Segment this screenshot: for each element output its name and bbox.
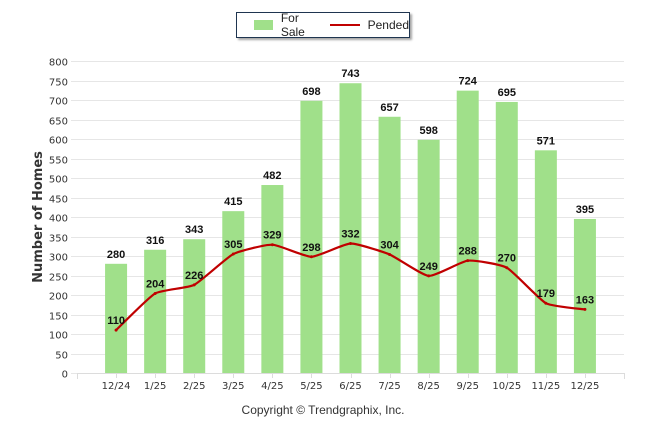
line-point [466,259,470,263]
y-tick-label: 750 [49,78,68,89]
line-point [505,266,509,270]
legend-label-pended: Pended [367,18,409,32]
x-tick-label: 9/25 [456,381,478,392]
y-tick-label: 150 [49,312,68,323]
bar-value-label: 698 [302,86,320,98]
line-point [231,252,235,256]
line-value-label: 226 [185,270,203,282]
bar-value-label: 280 [107,249,125,261]
legend-swatch-for-sale [254,20,273,30]
line-point [309,255,313,259]
y-tick-label: 400 [49,214,68,225]
y-tick-label: 50 [55,351,68,362]
line-value-label: 304 [380,239,399,251]
bar [495,101,518,373]
line-value-label: 249 [419,261,437,273]
bar [456,90,479,373]
x-tick-label: 11/25 [531,381,560,392]
y-tick-labels: 0 50 100 150 200 250 300 350 400 450 500 550 600 650 7… [49,58,68,381]
line-point [583,307,587,311]
y-tick-label: 0 [62,370,68,381]
x-tick-label: 5/25 [300,381,322,392]
line-point [192,283,196,287]
line-value-label: 270 [498,253,516,265]
bar-value-label: 571 [537,135,555,147]
line-value-label: 298 [302,242,320,254]
bar-value-label: 695 [498,87,516,99]
y-tick-label: 200 [49,292,68,303]
x-tick-label: 7/25 [378,381,400,392]
bar-value-label: 482 [263,170,281,182]
bar [300,100,323,373]
bar-value-label: 657 [380,102,398,114]
line-data-labels: 110 204 226 305 329 298 332 304 249 288 270 179 163 [107,229,594,328]
bar-data-labels: 280 316 343 415 482 698 743 657 598 724 695 571 395 [107,68,594,261]
line-point [153,291,157,295]
bar [378,116,401,374]
bar [105,263,128,373]
y-tick-label: 350 [49,234,68,245]
line-point [427,274,431,278]
bar-value-label: 316 [146,235,164,247]
x-tick-label: 1/25 [144,381,166,392]
x-tick-label: 12/25 [571,381,600,392]
bar [339,83,362,373]
bar-value-label: 598 [419,125,437,137]
y-tick-label: 650 [49,117,68,128]
bar [261,185,284,373]
x-tick-label: 4/25 [261,381,283,392]
x-tick-label: 12/24 [102,381,131,392]
x-tick-label: 2/25 [183,381,205,392]
bar-value-label: 415 [224,196,242,208]
legend-item-for-sale[interactable]: For Sale [237,11,314,39]
y-tick-label: 300 [49,253,68,264]
line-value-label: 163 [576,294,594,306]
line-value-label: 179 [537,288,555,300]
line-point [114,328,118,332]
y-tick-label: 250 [49,273,68,284]
bar-value-label: 743 [341,68,359,80]
x-tick-label: 8/25 [417,381,439,392]
copyright-text: Copyright © Trendgraphix, Inc. [241,403,405,417]
line-series-pended [114,242,587,332]
y-tick-label: 600 [49,136,68,147]
x-tick-label: 10/25 [492,381,521,392]
y-tick-label: 550 [49,156,68,167]
bar [222,211,245,373]
line-point [388,252,392,256]
bar [417,139,440,373]
x-tick-label: 3/25 [222,381,244,392]
y-tick-label: 500 [49,175,68,186]
line-value-label: 329 [263,230,281,242]
line-value-label: 332 [341,229,359,241]
bar-value-label: 343 [185,224,203,236]
bar [183,239,206,373]
line-value-label: 288 [459,246,477,258]
bar-value-label: 724 [459,76,478,88]
line-point [349,242,352,246]
y-tick-label: 800 [49,58,68,69]
x-tick-label: 6/25 [339,381,361,392]
bar [534,150,557,373]
bar-value-label: 395 [576,204,594,216]
y-tick-label: 700 [49,97,68,108]
legend-swatch-pended [329,24,360,26]
line-value-label: 204 [146,278,165,290]
bar [573,218,596,373]
y-tick-label: 450 [49,195,68,206]
line-value-label: 305 [224,239,242,251]
legend: For Sale Pended [236,11,410,39]
y-axis-title: Number of Homes [31,151,46,283]
line-point [544,301,548,305]
bar [144,249,167,373]
line-point [270,243,274,247]
line-value-label: 110 [107,315,125,327]
legend-label-for-sale: For Sale [280,11,305,39]
x-axis: 12/24 1/25 2/25 3/25 4/25 5/25 6/25 7/25 8/25 9/2… [77,373,625,392]
legend-item-pended[interactable]: Pended [314,18,409,32]
y-tick-label: 100 [49,331,68,342]
